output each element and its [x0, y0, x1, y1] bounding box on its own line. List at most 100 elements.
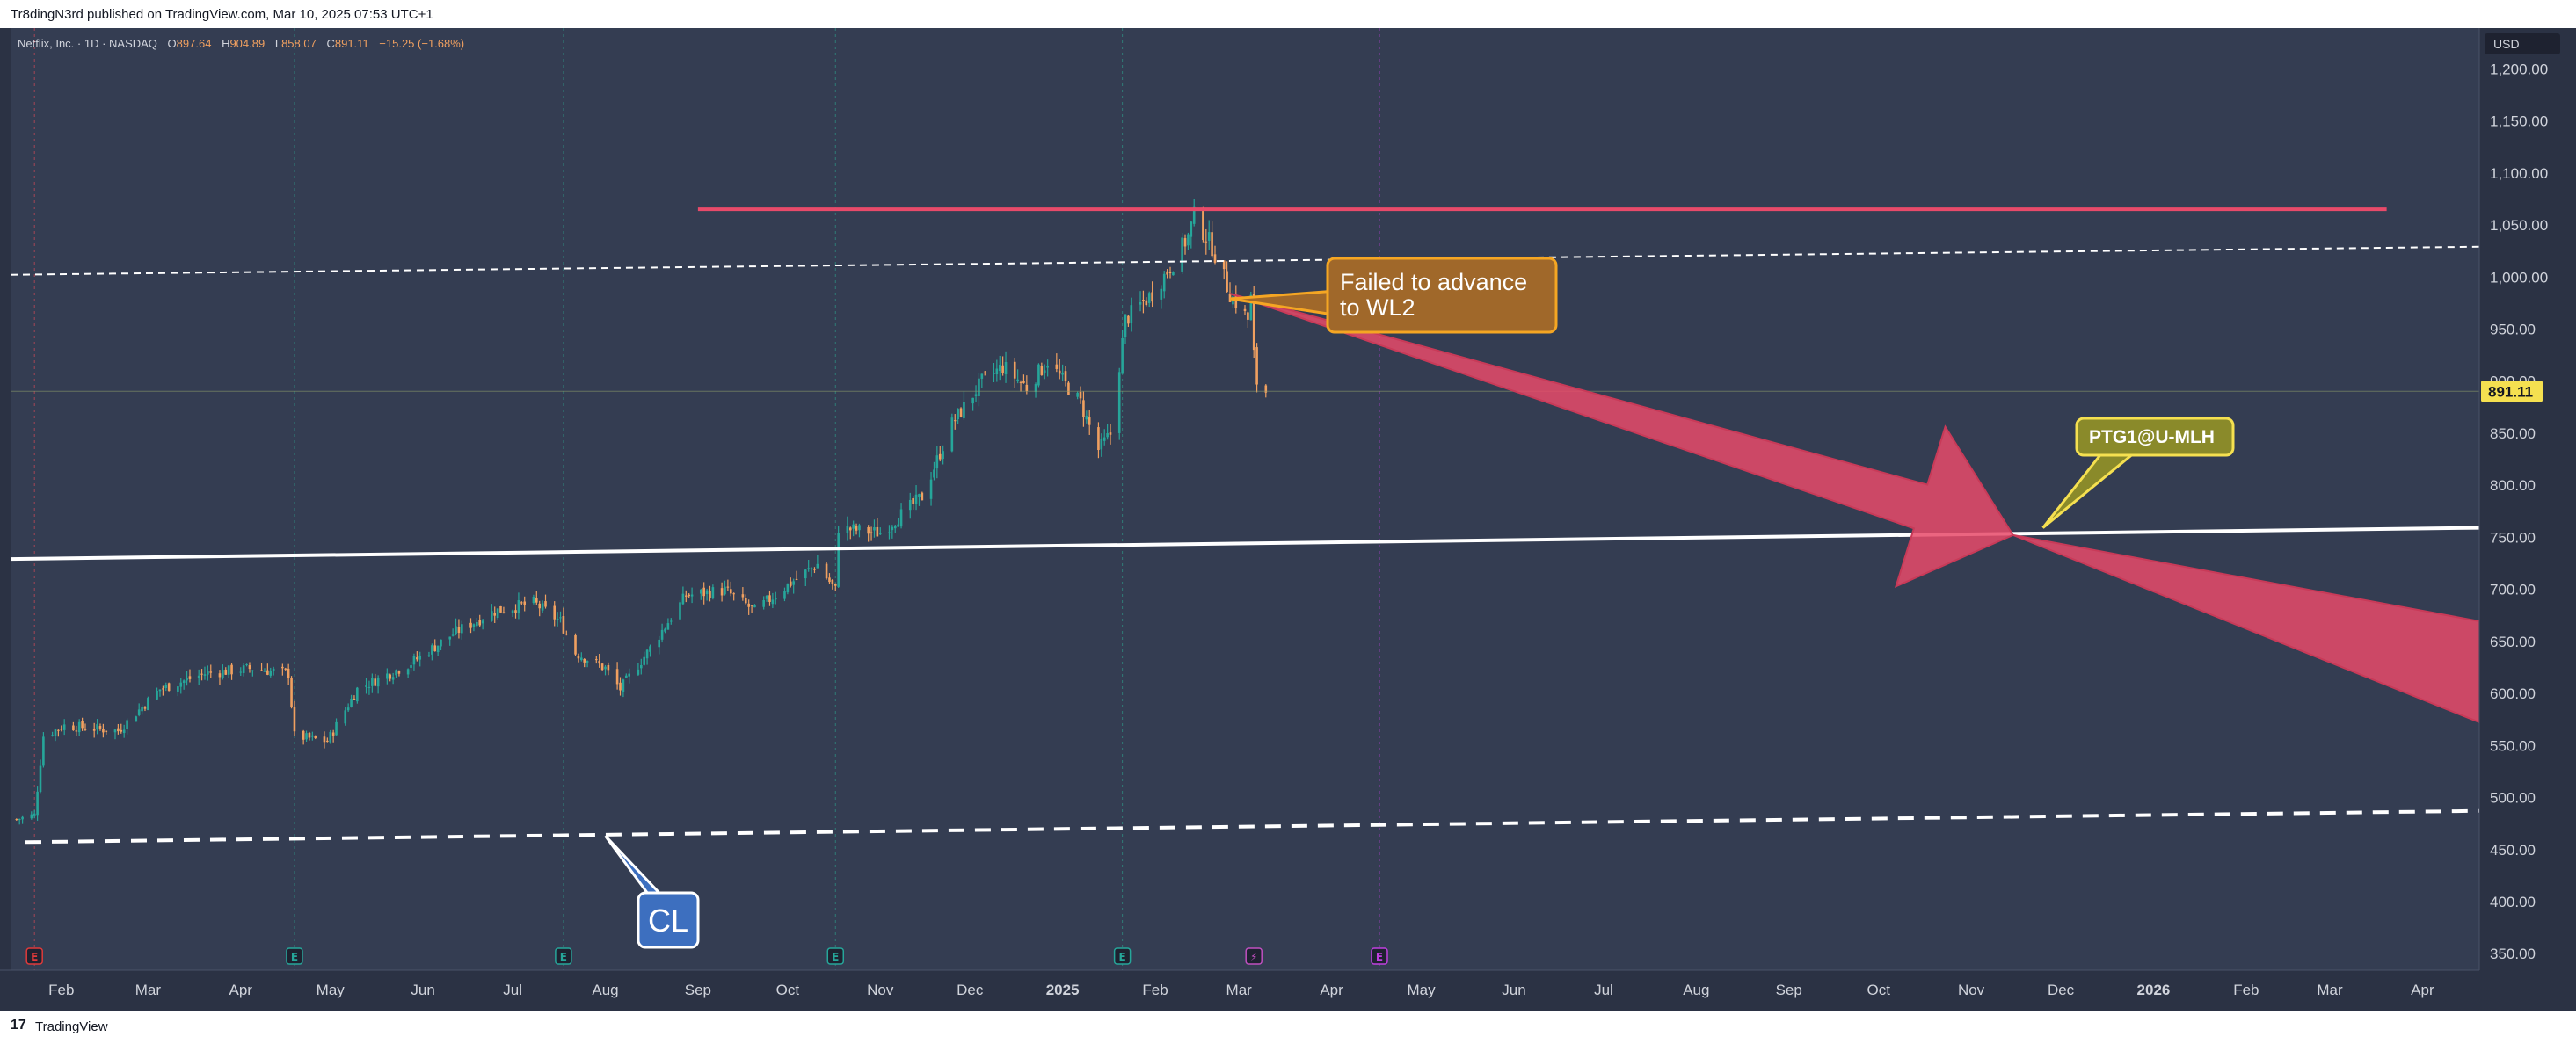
- plot-area[interactable]: [11, 28, 2479, 970]
- candle-body: [514, 610, 517, 613]
- candle-body: [455, 626, 457, 634]
- candle: [741, 587, 745, 601]
- candle-body: [1061, 372, 1064, 375]
- symbol-label: Netflix, Inc. · 1D · NASDAQ: [18, 37, 157, 50]
- candle: [1109, 424, 1112, 445]
- candle-body: [544, 601, 547, 607]
- earnings-event-icon[interactable]: ⚡: [1245, 947, 1263, 965]
- candle: [1181, 233, 1183, 274]
- x-tick-label: Feb: [48, 982, 74, 998]
- candle: [720, 582, 724, 602]
- candle-body: [732, 593, 735, 595]
- ptg-callout-box[interactable]: [2075, 417, 2235, 457]
- candle: [126, 718, 128, 735]
- candle: [36, 786, 39, 821]
- candle: [993, 362, 995, 383]
- candle-body: [18, 819, 21, 821]
- event-box[interactable]: [555, 947, 572, 965]
- candle-body: [637, 669, 640, 675]
- event-box[interactable]: [1371, 947, 1388, 965]
- candle: [329, 729, 332, 744]
- candle-body: [1151, 292, 1153, 302]
- candle-body: [117, 728, 120, 732]
- event-box[interactable]: [1113, 947, 1132, 965]
- cl-callout-text: CL: [648, 903, 688, 939]
- candle: [242, 663, 245, 677]
- earnings-event-icon[interactable]: E: [25, 947, 43, 965]
- candle: [1168, 266, 1172, 279]
- candle-body: [553, 605, 557, 620]
- candle-body: [690, 594, 694, 597]
- earnings-event-icon[interactable]: E: [555, 947, 572, 965]
- earnings-event-icon[interactable]: E: [286, 947, 303, 965]
- x-tick-label: Jun: [1502, 982, 1525, 998]
- candle: [598, 653, 601, 668]
- earnings-event-icon[interactable]: E: [1113, 947, 1132, 965]
- candle-body: [935, 455, 939, 469]
- candle-body: [729, 589, 732, 594]
- cl-line[interactable]: [25, 808, 2480, 845]
- currency-badge[interactable]: [2485, 33, 2560, 54]
- candle-body: [744, 598, 747, 604]
- candle: [284, 667, 287, 671]
- candle-body: [293, 707, 296, 732]
- candle-body: [113, 729, 117, 733]
- earnings-event-icon[interactable]: E: [1371, 947, 1388, 965]
- candle-body: [774, 598, 777, 600]
- candle: [33, 809, 36, 819]
- candle-body: [122, 729, 126, 734]
- y-tick-label: 800.00: [2490, 477, 2536, 494]
- candle: [1013, 357, 1016, 388]
- candle: [1019, 380, 1022, 392]
- cl-callout-box[interactable]: [637, 891, 700, 949]
- candle: [386, 668, 389, 685]
- wl2-line[interactable]: [10, 245, 2480, 276]
- candle: [263, 668, 266, 672]
- last-price-text: 891.11: [2488, 383, 2533, 400]
- candle-body: [1102, 437, 1106, 441]
- price-axis[interactable]: [2479, 28, 2576, 970]
- y-tick-label: 1,050.00: [2490, 217, 2548, 234]
- event-box[interactable]: [286, 947, 303, 965]
- candle: [1172, 271, 1175, 276]
- candle-body: [750, 605, 753, 606]
- x-tick-label: May: [1408, 982, 1437, 998]
- trend-lines[interactable]: [10, 207, 2480, 845]
- time-axis[interactable]: [0, 970, 2576, 1011]
- candle: [711, 584, 715, 600]
- candle: [1151, 281, 1153, 308]
- failed-callout-box[interactable]: [1326, 257, 1558, 334]
- u-mlh-line[interactable]: [10, 526, 2480, 562]
- candle: [469, 618, 472, 634]
- candle-body: [893, 526, 897, 529]
- footer-brand[interactable]: TradingView: [35, 1019, 108, 1034]
- event-box[interactable]: [826, 947, 845, 965]
- candle: [774, 591, 777, 605]
- candle-body: [1121, 337, 1124, 374]
- candle-body: [1145, 300, 1148, 306]
- candle: [684, 590, 688, 603]
- candle: [308, 731, 311, 741]
- candle-body: [562, 615, 565, 634]
- tradingview-logo-icon[interactable]: 17: [11, 1018, 26, 1033]
- candle: [705, 588, 709, 601]
- earnings-event-icon[interactable]: E: [826, 947, 845, 965]
- candle: [156, 687, 158, 700]
- candle-body: [556, 618, 559, 620]
- event-box[interactable]: [25, 947, 43, 965]
- ptg-callout[interactable]: PTG1@U-MLH: [2041, 417, 2235, 529]
- candle-body: [451, 634, 455, 636]
- candle-body: [248, 665, 251, 670]
- candle-body: [1106, 432, 1109, 438]
- event-box[interactable]: [1245, 947, 1263, 965]
- candle-body: [541, 603, 544, 611]
- candle: [577, 653, 580, 663]
- event-markers[interactable]: E E E E E ⚡ E: [25, 947, 1388, 965]
- candle-body: [302, 730, 305, 740]
- candle-body: [222, 670, 224, 679]
- candle-body: [410, 665, 412, 668]
- cl-callout[interactable]: CL: [604, 835, 700, 949]
